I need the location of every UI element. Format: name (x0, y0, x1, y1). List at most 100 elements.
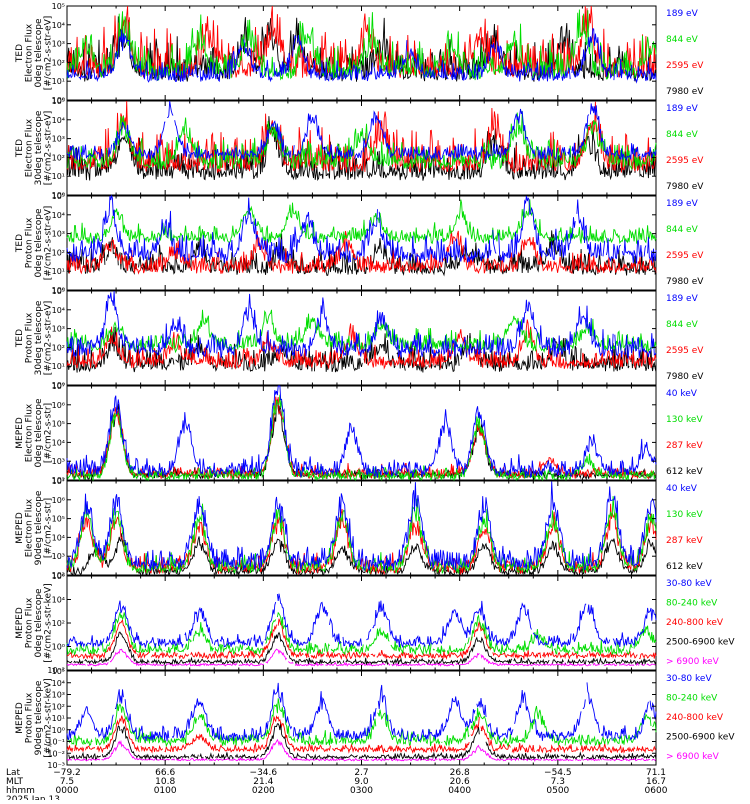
series-trace (171, 759, 174, 760)
series-trace (648, 237, 656, 263)
legend-label: 844 eV (666, 35, 699, 45)
series-trace (150, 637, 157, 647)
y-tick-label: 10⁴ (52, 116, 65, 125)
y-tick-label: 10⁰ (52, 643, 65, 652)
y-tick-label: 10⁷ (52, 382, 65, 391)
y-axis-label-line: 0deg telescope (34, 588, 44, 658)
y-tick-label: 10¹ (52, 714, 65, 723)
y-tick-label: 10³ (52, 230, 65, 239)
legend-label: 40 keV (666, 484, 698, 494)
series-trace (67, 707, 113, 740)
legend-label: 240-800 keV (666, 713, 724, 723)
series-trace (371, 758, 437, 761)
series-trace (561, 753, 585, 759)
series-trace (515, 690, 534, 724)
legend-label: 189 eV (666, 9, 699, 19)
series-trace (355, 151, 362, 159)
series-trace (74, 660, 83, 663)
legend-label: 189 eV (666, 294, 699, 304)
y-axis-label: TEDElectron Flux30deg telescope[#/cm2-s-… (15, 110, 54, 185)
series-trace (330, 619, 342, 643)
series-trace (514, 658, 549, 664)
hhmm-value: 0500 (546, 786, 569, 796)
series-trace (176, 758, 207, 761)
series-trace (191, 755, 199, 759)
y-axis-label-line: 30deg telescope (34, 300, 44, 375)
series-trace (607, 738, 611, 744)
series-trace (537, 744, 579, 752)
y-tick-label: 10⁴ (52, 21, 65, 30)
series-trace (639, 653, 656, 659)
y-tick-label: 10¹ (52, 77, 65, 86)
y-axis-label-line: [#/cm2-s-str-keV] (43, 678, 53, 757)
series-trace (427, 663, 454, 666)
panel-traces (67, 594, 656, 666)
series-trace (613, 608, 656, 647)
y-tick-label: 10⁴ (52, 306, 65, 315)
legend-label: 7980 eV (666, 277, 704, 287)
series-trace (238, 644, 243, 651)
panel-frame (67, 386, 656, 480)
series-trace (215, 752, 234, 759)
panel-traces (67, 682, 656, 761)
legend-label: 189 eV (666, 104, 699, 114)
series-trace (650, 701, 656, 720)
series-trace (261, 698, 296, 742)
legend-label: 2595 eV (666, 251, 704, 261)
series-trace (335, 736, 338, 744)
y-axis-label-line: 30deg telescope (34, 110, 44, 185)
series-trace (468, 637, 470, 644)
panel-frame (67, 576, 656, 670)
series-trace (637, 747, 656, 752)
series-trace (185, 608, 213, 643)
legend-label: 7980 eV (666, 182, 704, 192)
series-trace (125, 699, 169, 741)
legend-label: 844 eV (666, 130, 699, 140)
series-trace (167, 101, 173, 118)
series-trace (644, 246, 646, 257)
y-axis-label-line: [#/cm2-s-str-eV] (43, 206, 53, 281)
series-trace (543, 759, 573, 761)
y-tick-label: 10² (52, 343, 65, 352)
series-line-4 (67, 386, 656, 478)
series-trace (372, 601, 425, 647)
series-trace (573, 604, 587, 642)
y-axis-label-line: [#/cm2-s-str-eV] (43, 16, 53, 91)
legend-label: 612 keV (666, 562, 703, 572)
series-trace (630, 702, 649, 741)
series-trace (647, 664, 656, 665)
legend-label: 189 eV (666, 199, 699, 209)
series-line-5 (67, 682, 656, 741)
y-tick-label: 10⁶ (52, 572, 65, 581)
legend-label: 130 keV (666, 415, 703, 425)
series-trace (418, 697, 475, 741)
y-axis-label-line: TED (15, 44, 25, 63)
y-tick-label: 10⁵ (52, 2, 65, 11)
series-trace (371, 654, 375, 656)
series-trace (370, 238, 382, 267)
hhmm-value: 0600 (645, 786, 668, 796)
legend-label: 80-240 keV (666, 599, 718, 609)
y-axis-label-line: TED (15, 139, 25, 158)
y-axis-label-line: MEPED (15, 702, 25, 734)
series-trace (274, 53, 291, 77)
y-tick-label: 10² (52, 153, 65, 162)
legend-label: 287 keV (666, 536, 703, 546)
series-trace (627, 644, 633, 654)
series-trace (67, 397, 656, 479)
series-trace (481, 726, 510, 751)
y-axis-label-line: Electron Flux (24, 498, 34, 557)
series-trace (67, 664, 86, 666)
legend-label: 2595 eV (666, 61, 704, 71)
y-tick-label: 10¹ (52, 172, 65, 181)
y-tick-label: 10³ (52, 691, 65, 700)
series-trace (67, 395, 656, 480)
y-axis-label: MEPEDElectron Flux0deg telescope[#/cm2-s… (15, 398, 54, 468)
y-axis-label-line: MEPED (15, 417, 25, 449)
hhmm-value: 0200 (252, 786, 275, 796)
y-tick-label: 10¹ (52, 362, 65, 371)
series-trace (587, 682, 600, 732)
